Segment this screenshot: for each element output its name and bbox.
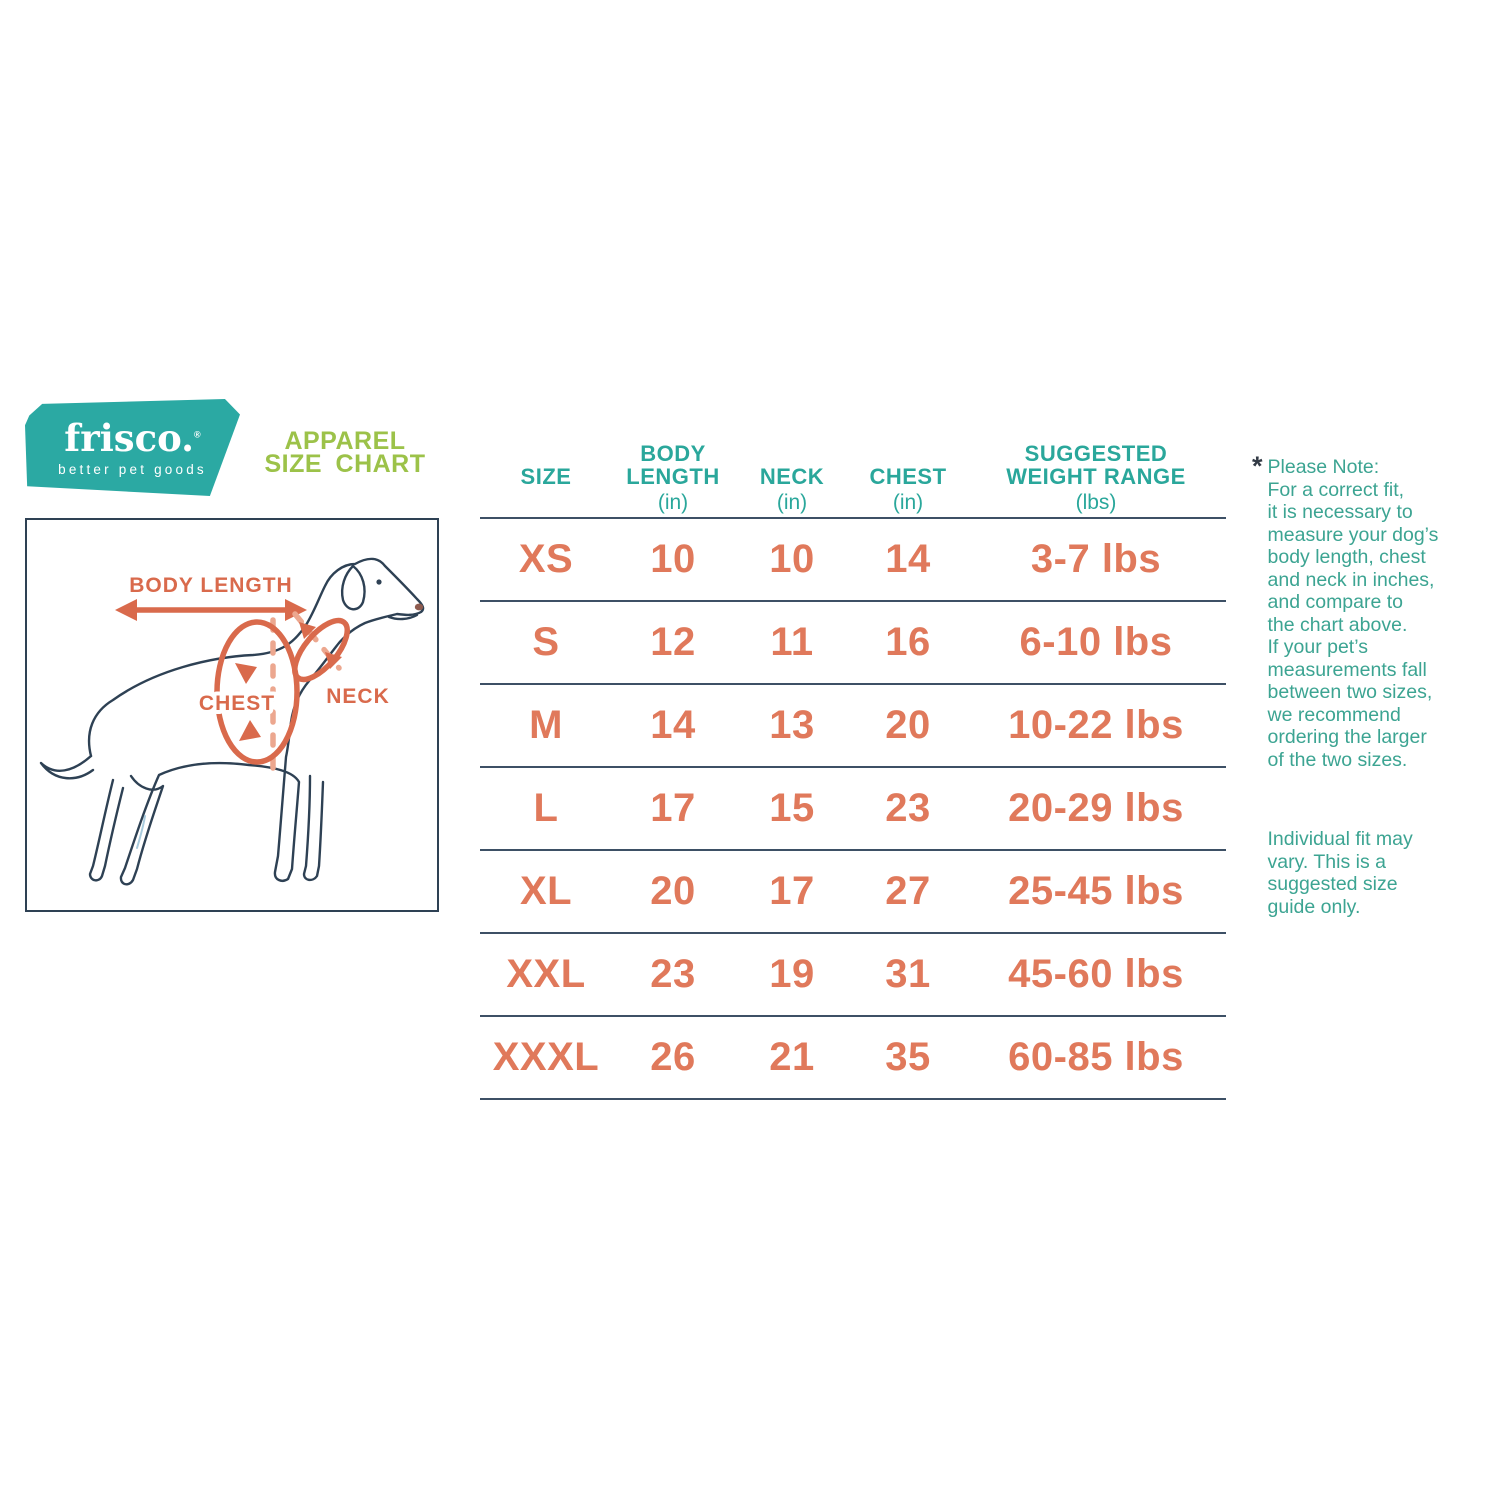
neck-value: 11 — [770, 620, 814, 664]
arrow-left-icon — [115, 599, 137, 621]
header-size: SIZE — [520, 464, 572, 490]
body-length-value: 14 — [650, 703, 696, 747]
brand-wordmark: frisco. — [64, 416, 195, 460]
measurement-annotations: BODY LENGTH CHEST NECK — [115, 574, 390, 783]
chest-value: 23 — [885, 786, 931, 830]
neck-value: 19 — [769, 952, 815, 996]
size-value: S — [532, 620, 560, 664]
note-secondary: Individual fit may vary. This is a sugge… — [1267, 828, 1413, 918]
table-row: S 12 11 16 6-10 lbs — [480, 600, 1226, 683]
header-body-length: BODY LENGTH (in) — [626, 440, 720, 514]
neck-arrow-lower-icon — [325, 652, 342, 669]
table-row: XL 20 17 27 25-45 lbs — [480, 849, 1226, 932]
chest-label: CHEST — [199, 692, 275, 715]
registered-trademark-icon: ® — [194, 429, 201, 440]
size-value: XXL — [506, 952, 586, 996]
neck-value: 21 — [769, 1035, 815, 1079]
chest-arrow-up-icon — [239, 720, 261, 741]
note-primary: Please Note: For a correct fit, it is ne… — [1267, 456, 1439, 771]
neck-ellipse — [292, 617, 350, 683]
neck-value: 17 — [769, 869, 815, 913]
dog-front-leg-far — [302, 774, 325, 882]
chest-value: 35 — [885, 1035, 931, 1079]
size-value: XS — [518, 537, 574, 581]
chart-title-line1: APPAREL — [284, 427, 406, 455]
size-table: SIZE BODY LENGTH (in) NECK (in) CHEST (i… — [480, 428, 1226, 1100]
table-header-row: SIZE BODY LENGTH (in) NECK (in) CHEST (i… — [480, 428, 1226, 517]
arrow-right-icon — [285, 599, 307, 621]
size-value: XXXL — [492, 1035, 600, 1079]
body-length-value: 23 — [650, 952, 696, 996]
weight-range-value: 20-29 lbs — [1008, 786, 1184, 830]
table-row: M 14 13 20 10-22 lbs — [480, 683, 1226, 766]
weight-range-value: 60-85 lbs — [1008, 1035, 1184, 1079]
neck-value: 15 — [769, 786, 815, 830]
neck-value: 13 — [769, 703, 815, 747]
note-text: Please Note: For a correct fit, it is ne… — [1268, 456, 1439, 918]
notes: * Please Note: For a correct fit, it is … — [1252, 451, 1492, 918]
header-neck: NECK (in) — [759, 464, 825, 514]
chest-arrow-down-icon — [235, 663, 257, 684]
dog-rear-leg-far — [88, 778, 125, 882]
body-length-value: 17 — [650, 786, 696, 830]
dog-eye — [376, 579, 382, 585]
table-row: L 17 15 23 20-29 lbs — [480, 766, 1226, 849]
size-value: M — [529, 703, 563, 747]
chart-title: APPAREL SIZE CHART — [252, 427, 438, 478]
dog-leg-accent — [136, 815, 146, 849]
size-value: L — [533, 786, 559, 830]
weight-range-value: 6-10 lbs — [1019, 620, 1173, 664]
neck-value: 10 — [769, 537, 815, 581]
brand-name: frisco.® — [64, 420, 200, 457]
table-row: XS 10 10 14 3-7 lbs — [480, 517, 1226, 600]
body-length-value: 20 — [650, 869, 696, 913]
weight-range-value: 45-60 lbs — [1008, 952, 1184, 996]
dog-tail — [39, 754, 95, 780]
frisco-logo-banner: frisco.® better pet goods — [25, 399, 240, 496]
dog-ear — [340, 564, 366, 611]
header-chest: CHEST (in) — [869, 464, 947, 514]
header-weight-range: SUGGESTED WEIGHT RANGE (lbs) — [1006, 440, 1186, 514]
chest-value: 31 — [885, 952, 931, 996]
weight-range-value: 25-45 lbs — [1008, 869, 1184, 913]
dog-nose — [414, 603, 424, 611]
dog-diagram-svg: BODY LENGTH CHEST NECK — [39, 557, 425, 886]
brand-tagline: better pet goods — [58, 462, 207, 477]
weight-range-value: 10-22 lbs — [1008, 703, 1184, 747]
measurement-diagram: BODY LENGTH CHEST NECK — [25, 518, 439, 912]
neck-arrow-upper-icon — [299, 622, 316, 639]
neck-label: NECK — [326, 685, 390, 708]
body-length-value: 26 — [650, 1035, 696, 1079]
dog-mouth — [387, 613, 419, 621]
body-length-label: BODY LENGTH — [129, 574, 292, 597]
body-length-value: 12 — [650, 620, 696, 664]
size-value: XL — [519, 869, 573, 913]
body-length-value: 10 — [650, 537, 696, 581]
chest-value: 16 — [885, 620, 931, 664]
chart-title-line2: SIZE CHART — [264, 450, 426, 478]
table-row: XXXL 26 21 35 60-85 lbs — [480, 1015, 1226, 1100]
asterisk: * — [1252, 451, 1263, 481]
chest-ellipse — [214, 619, 300, 765]
chest-value: 14 — [885, 537, 931, 581]
weight-range-value: 3-7 lbs — [1030, 537, 1162, 581]
chest-value: 20 — [885, 703, 931, 747]
table-row: XXL 23 19 31 45-60 lbs — [480, 932, 1226, 1015]
chest-value: 27 — [885, 869, 931, 913]
